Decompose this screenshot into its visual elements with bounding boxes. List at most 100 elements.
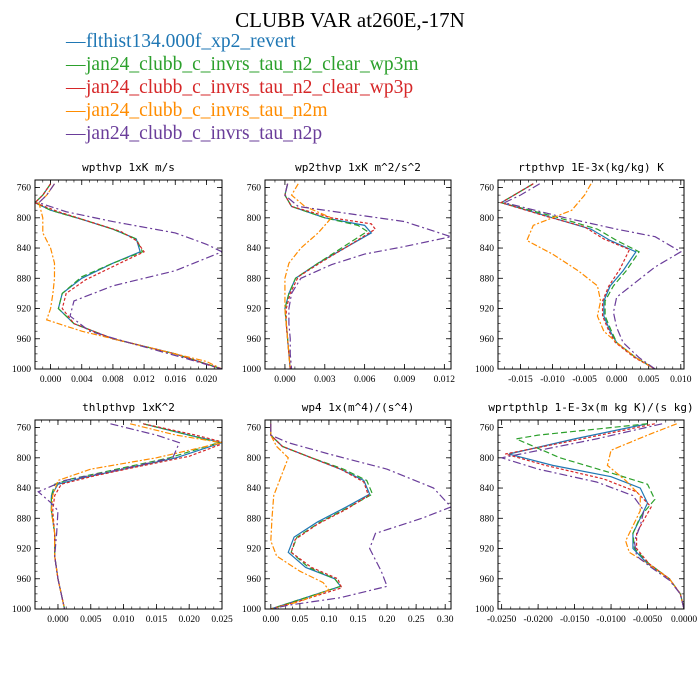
x-tick-label: 0.015 — [146, 615, 168, 625]
plot-frame — [497, 419, 685, 610]
x-tick-label: 0.15 — [350, 615, 367, 625]
y-tick-label: 800 — [247, 214, 262, 224]
y-tick-label: 760 — [247, 184, 262, 194]
x-tick-label: 0.010 — [113, 615, 135, 625]
series-line — [284, 183, 333, 369]
y-tick-label: 840 — [247, 484, 262, 494]
y-tick-label: 1000 — [12, 365, 31, 375]
y-tick-label: 1000 — [475, 365, 494, 375]
series-line — [52, 423, 222, 609]
series-line — [37, 423, 181, 609]
x-tick-label: 0.005 — [638, 375, 660, 385]
x-tick-label: -0.0250 — [487, 615, 517, 625]
x-tick-label: -0.0100 — [596, 615, 626, 625]
x-tick-label: 0.012 — [434, 375, 456, 385]
y-tick-label: 880 — [480, 514, 495, 524]
series-line — [35, 183, 222, 369]
plot-frame — [34, 179, 223, 370]
series-line — [270, 423, 451, 609]
series-group — [270, 423, 451, 609]
x-tick-label: 0.25 — [408, 615, 425, 625]
x-tick-label: 0.05 — [292, 615, 309, 625]
series-group — [499, 183, 682, 369]
x-tick-label: 0.000 — [274, 375, 296, 385]
series-line — [606, 423, 684, 609]
series-line — [526, 183, 656, 369]
y-tick-label: 920 — [480, 305, 495, 315]
x-tick-label: -0.010 — [540, 375, 565, 385]
panel-title: thlpthvp 1xK^2 — [82, 401, 175, 414]
x-tick-label: -0.005 — [572, 375, 597, 385]
y-tick-label: 800 — [480, 214, 495, 224]
legend-item: — flthist134.000f_xp2_revert — [66, 30, 419, 53]
legend-label: jan24_clubb_c_invrs_tau_n2_clear_wp3m — [86, 54, 419, 75]
y-tick-label: 840 — [480, 484, 495, 494]
y-tick-label: 1000 — [242, 605, 261, 615]
y-tick-label: 840 — [17, 484, 32, 494]
y-tick-label: 800 — [17, 214, 32, 224]
y-tick-label: 880 — [247, 274, 262, 284]
chart-panel: wp4 1x(m^4)/(s^4)76080084088092096010000… — [242, 401, 454, 625]
y-tick-label: 960 — [480, 575, 495, 585]
x-tick-label: 0.10 — [321, 615, 338, 625]
x-tick-label: 0.025 — [211, 615, 233, 625]
legend-item: — jan24_clubb_c_invrs_tau_n2_clear_wp3p — [66, 76, 419, 99]
x-tick-label: 0.000 — [40, 375, 62, 385]
legend-item: — jan24_clubb_c_invrs_tau_n2p — [66, 122, 419, 145]
y-tick-label: 960 — [17, 335, 32, 345]
series-line — [284, 183, 373, 369]
y-tick-label: 880 — [480, 274, 495, 284]
y-tick-label: 920 — [480, 545, 495, 555]
series-group — [501, 423, 684, 609]
panel-title: rtpthvp 1E-3x(kg/kg) K — [518, 161, 664, 174]
chart-panel: wpthvp 1xK m/s 760 800 840 880 920 960 1000 0.00… — [12, 161, 223, 385]
x-tick-label: -0.0150 — [560, 615, 590, 625]
y-tick-label: 840 — [17, 244, 32, 254]
y-tick-label: 960 — [247, 575, 262, 585]
y-tick-label: 760 — [480, 184, 495, 194]
series-line — [502, 183, 682, 369]
x-tick-label: 0.20 — [379, 615, 396, 625]
x-tick-label: 0.0000 — [671, 615, 697, 625]
plot-frame — [264, 419, 452, 610]
chart-panel: wp2thvp 1xK m^2/s^2 760 800 840 880 920 960 100… — [242, 161, 455, 385]
panel-title: wprtpthlp 1-E-3x(m kg K)/(s kg) — [488, 401, 693, 414]
y-tick-label: 840 — [247, 244, 262, 254]
y-tick-label: 800 — [247, 454, 262, 464]
legend-item: — jan24_clubb_c_invrs_tau_n2m — [66, 99, 419, 122]
legend-label: jan24_clubb_c_invrs_tau_n2m — [86, 100, 328, 121]
y-tick-label: 880 — [17, 274, 32, 284]
series-line — [284, 183, 369, 369]
chart-panel: wprtpthlp 1-E-3x(m kg K)/(s kg) 760 800 840… — [475, 401, 697, 625]
y-tick-label: 760 — [247, 424, 262, 434]
x-tick-label: 0.020 — [196, 375, 218, 385]
chart-panel: rtpthvp 1E-3x(kg/kg) K 760 800 840 880 920 960… — [475, 161, 692, 385]
legend-label: jan24_clubb_c_invrs_tau_n2p — [86, 123, 323, 144]
x-tick-label: 0.010 — [670, 375, 692, 385]
chart-panel: thlpthvp 1xK^2 760 800 840 880 920 960 1000 0.00… — [12, 401, 233, 625]
legend-label: flthist134.000f_xp2_revert — [86, 31, 296, 52]
y-tick-label: 1000 — [12, 605, 31, 615]
series-line — [38, 183, 222, 369]
y-tick-label: 920 — [17, 305, 32, 315]
series-line — [499, 183, 656, 369]
series-line — [35, 183, 222, 369]
series-line — [514, 423, 684, 609]
y-tick-label: 920 — [17, 545, 32, 555]
panel-title: wpthvp 1xK m/s — [82, 161, 175, 174]
series-line — [50, 423, 222, 609]
x-tick-label: 0.016 — [165, 375, 187, 385]
y-tick-label: 760 — [480, 424, 495, 434]
plot-frame — [497, 179, 685, 370]
plot-frame — [264, 179, 452, 370]
series-line — [501, 423, 684, 609]
series-line — [284, 183, 451, 369]
series-group — [284, 183, 451, 369]
series-line — [270, 423, 330, 609]
x-tick-label: 0.000 — [47, 615, 69, 625]
y-tick-label: 960 — [247, 335, 262, 345]
series-line — [35, 183, 222, 369]
y-tick-label: 800 — [17, 454, 32, 464]
series-line — [270, 423, 374, 609]
